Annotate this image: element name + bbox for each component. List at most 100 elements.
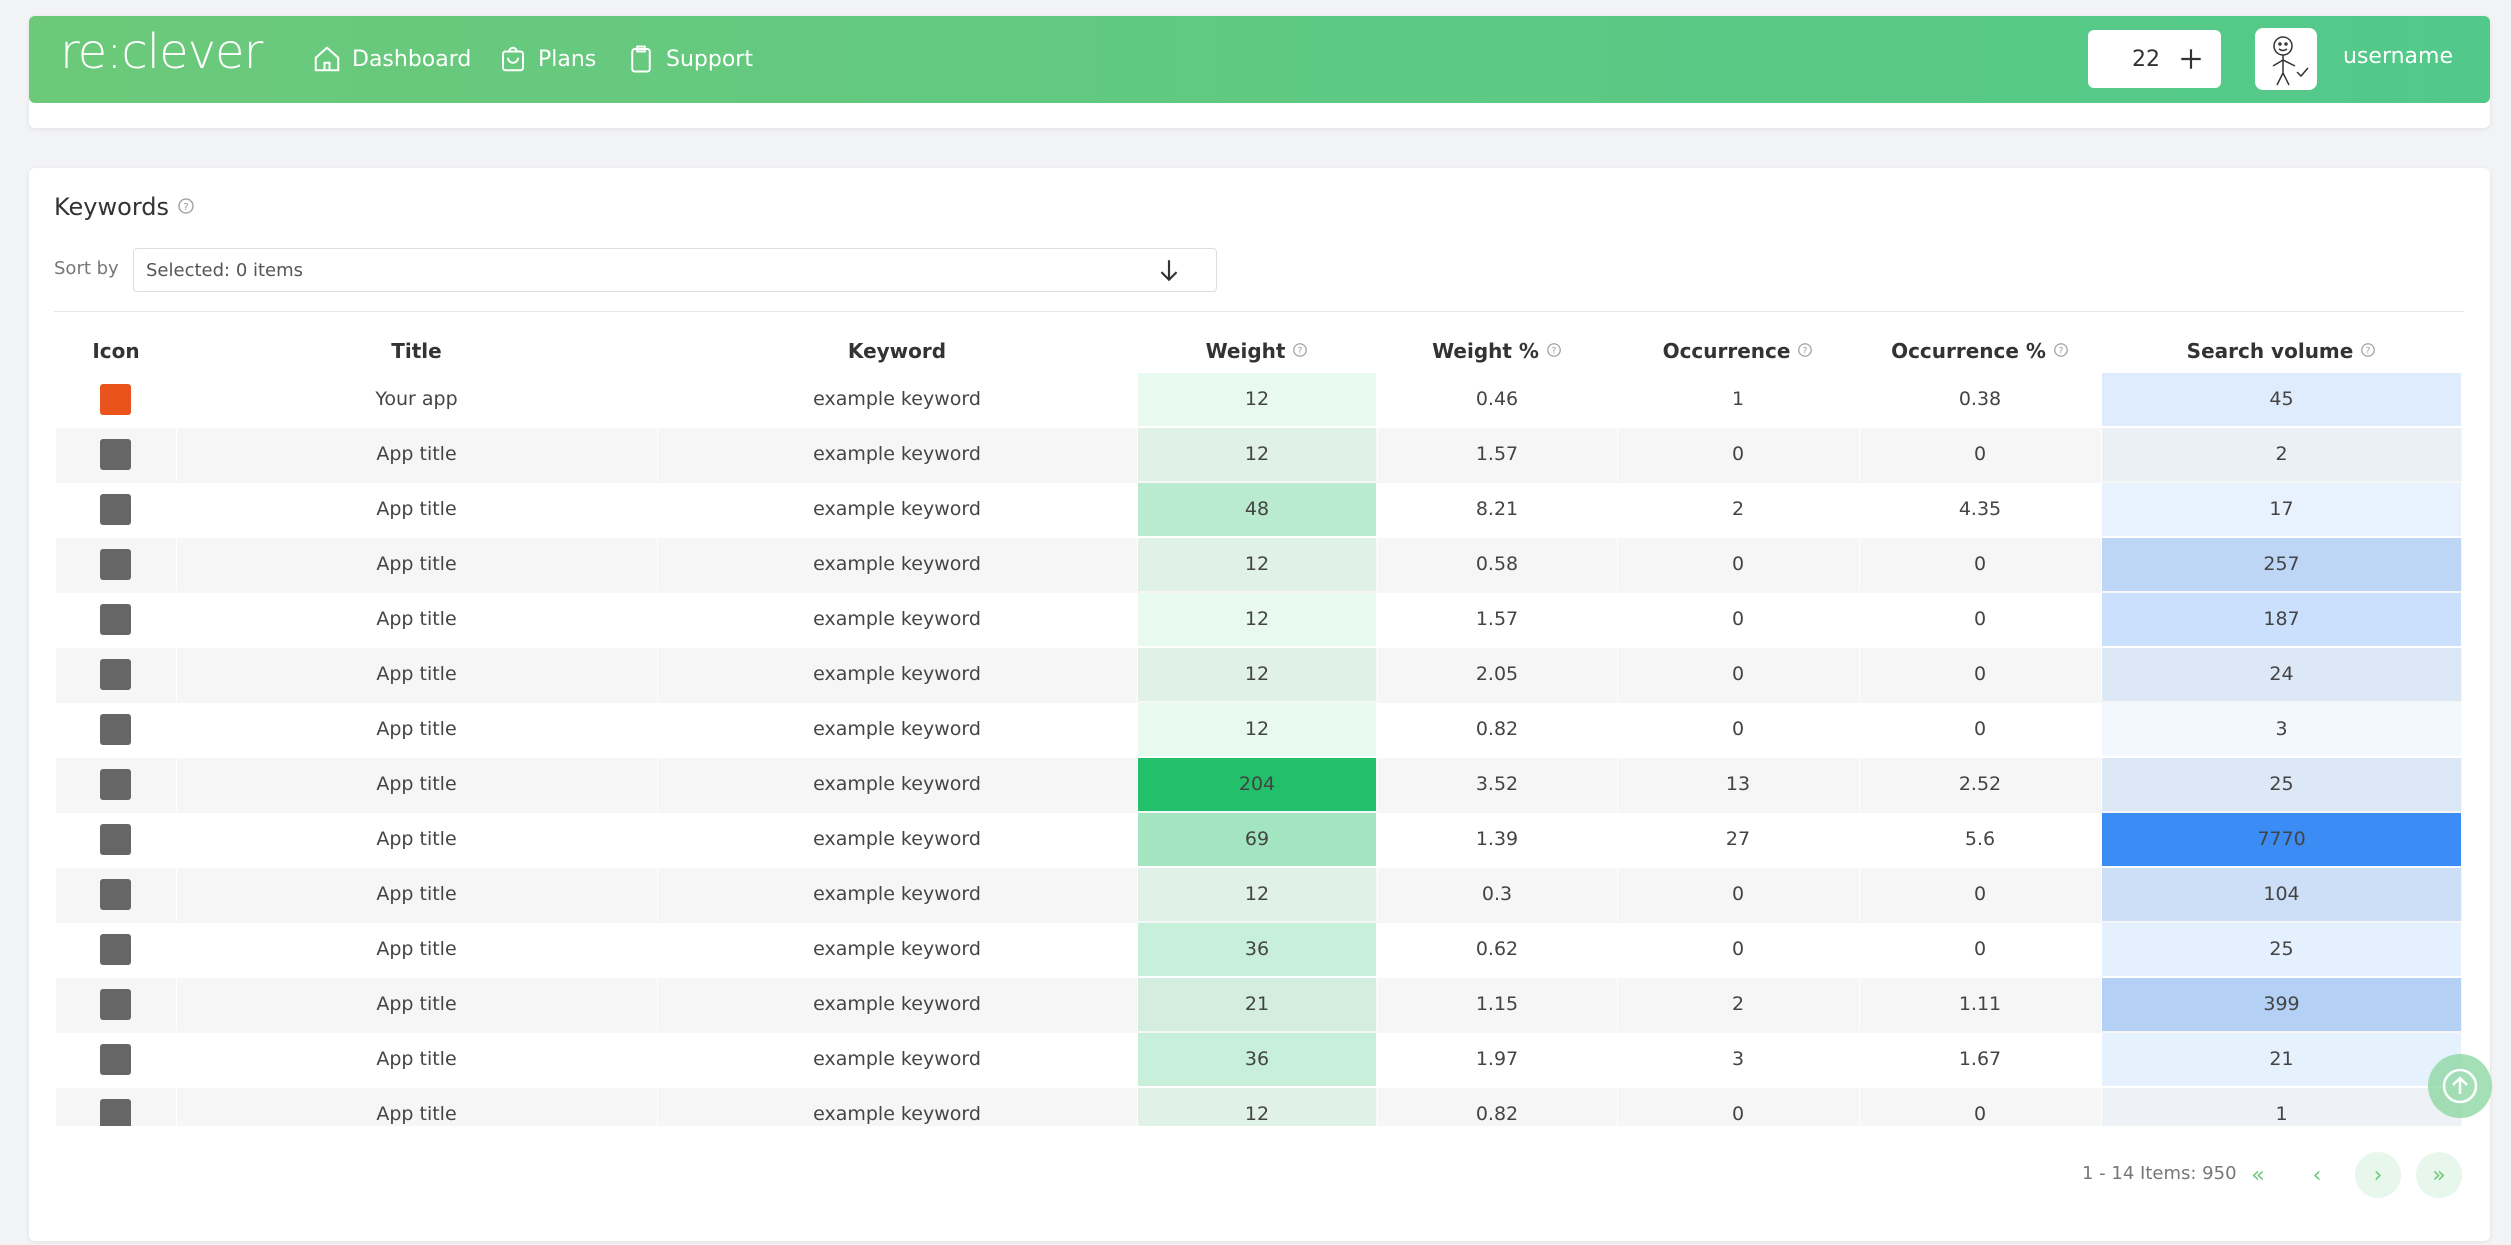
table-cell: example keyword bbox=[657, 868, 1136, 921]
table-cell: App title bbox=[176, 923, 656, 976]
table-row: App title example keyword 12 1.57 0 0 187 bbox=[56, 593, 2462, 648]
table-row: App title example keyword 12 0.3 0 0 104 bbox=[56, 868, 2462, 923]
app-icon bbox=[100, 384, 131, 415]
next-page[interactable]: › bbox=[2355, 1152, 2401, 1198]
table-cell: 2 bbox=[1617, 978, 1858, 1031]
app-icon bbox=[100, 659, 131, 690]
table-cell: 24 bbox=[2101, 648, 2461, 701]
scroll-top[interactable] bbox=[2428, 1054, 2492, 1118]
table-cell: 0 bbox=[1859, 703, 2100, 756]
table-cell: 17 bbox=[2101, 483, 2461, 536]
sort-select[interactable]: Selected: 0 items bbox=[133, 248, 1217, 292]
help-icon[interactable]: ? bbox=[177, 197, 195, 215]
table-row: App title example keyword 12 0.58 0 0 257 bbox=[56, 538, 2462, 593]
table-row: App title example keyword 204 3.52 13 2.52 25 bbox=[56, 758, 2462, 813]
table-cell: 1 bbox=[2101, 1088, 2461, 1126]
table-cell: 0.46 bbox=[1377, 373, 1616, 426]
table-cell: 1 bbox=[1617, 373, 1858, 426]
svg-text:?: ? bbox=[1552, 347, 1557, 357]
first-page[interactable]: « bbox=[2251, 1162, 2265, 1188]
column-header: Icon bbox=[56, 339, 176, 363]
credits-box[interactable]: 22 bbox=[2088, 30, 2221, 88]
app-icon bbox=[100, 989, 131, 1020]
last-page[interactable]: » bbox=[2416, 1152, 2462, 1198]
username[interactable]: username bbox=[2343, 44, 2453, 69]
help-icon[interactable]: ? bbox=[1797, 342, 1813, 358]
title-text: Keywords bbox=[54, 193, 170, 221]
app-icon bbox=[100, 934, 131, 965]
table-cell: example keyword bbox=[657, 978, 1136, 1031]
table-cell: 0 bbox=[1617, 593, 1858, 646]
column-header: Weight % ? bbox=[1377, 339, 1617, 363]
column-header: Keyword bbox=[657, 339, 1137, 363]
nav-dashboard[interactable]: Dashboard bbox=[312, 44, 471, 74]
table-cell: 7770 bbox=[2101, 813, 2461, 866]
table-cell: 12 bbox=[1137, 1088, 1376, 1126]
table-cell: 48 bbox=[1137, 483, 1376, 536]
header-text: Title bbox=[391, 339, 442, 363]
table-cell: 21 bbox=[2101, 1033, 2461, 1086]
app-icon bbox=[100, 494, 131, 525]
nav-support[interactable]: Support bbox=[626, 44, 753, 74]
table-cell: 2 bbox=[2101, 428, 2461, 481]
table-cell: 25 bbox=[2101, 758, 2461, 811]
column-header: Occurrence % ? bbox=[1859, 339, 2101, 363]
table-cell: 0.58 bbox=[1377, 538, 1616, 591]
table-cell: 2.52 bbox=[1859, 758, 2100, 811]
table-cell: App title bbox=[176, 1033, 656, 1086]
table-cell: Your app bbox=[176, 373, 656, 426]
table-cell: 0.62 bbox=[1377, 923, 1616, 976]
logo[interactable]: re:clever bbox=[60, 24, 263, 80]
table-cell: App title bbox=[176, 483, 656, 536]
table-cell: 0 bbox=[1859, 1088, 2100, 1126]
table-cell: App title bbox=[176, 428, 656, 481]
help-icon[interactable]: ? bbox=[2360, 342, 2376, 358]
items: Items: 950 bbox=[2140, 1163, 2237, 1184]
table-cell: App title bbox=[176, 593, 656, 646]
table-cell: 0 bbox=[1859, 868, 2100, 921]
divider bbox=[54, 311, 2464, 312]
help-icon[interactable]: ? bbox=[1546, 342, 1562, 358]
table-row: App title example keyword 21 1.15 2 1.11 399 bbox=[56, 978, 2462, 1033]
table-cell: 12 bbox=[1137, 868, 1376, 921]
table-cell: 0 bbox=[1617, 538, 1858, 591]
app-icon bbox=[100, 549, 131, 580]
help-icon[interactable]: ? bbox=[2053, 342, 2069, 358]
table-cell: 3 bbox=[2101, 703, 2461, 756]
table-cell: 0.38 bbox=[1859, 373, 2100, 426]
table-cell: example keyword bbox=[657, 538, 1136, 591]
prev-page[interactable]: ‹ bbox=[2312, 1162, 2322, 1188]
avatar[interactable] bbox=[2255, 28, 2317, 90]
header-text: Keyword bbox=[847, 339, 947, 363]
table-row: App title example keyword 12 2.05 0 0 24 bbox=[56, 648, 2462, 703]
table-cell: 4.35 bbox=[1859, 483, 2100, 536]
table-cell: example keyword bbox=[657, 648, 1136, 701]
table-cell: 0 bbox=[1617, 648, 1858, 701]
table-row: App title example keyword 36 0.62 0 0 25 bbox=[56, 923, 2462, 978]
table-cell: 12 bbox=[1137, 428, 1376, 481]
table-row: App title example keyword 48 8.21 2 4.35 17 bbox=[56, 483, 2462, 538]
table-cell: 0 bbox=[1859, 923, 2100, 976]
table-cell: App title bbox=[176, 1088, 656, 1126]
table-cell: 204 bbox=[1137, 758, 1376, 811]
select-placeholder: Selected: 0 items bbox=[146, 259, 304, 281]
table-cell: example keyword bbox=[657, 373, 1136, 426]
table-cell: 104 bbox=[2101, 868, 2461, 921]
table-cell: 0 bbox=[1859, 428, 2100, 481]
top-bar bbox=[29, 16, 2490, 103]
nav-plans[interactable]: Plans bbox=[498, 44, 596, 74]
table-cell: example keyword bbox=[657, 758, 1136, 811]
column-header: Weight ? bbox=[1137, 339, 1377, 363]
svg-text:?: ? bbox=[2366, 347, 2371, 357]
pagination-info: 1 - 14 Items: 950 bbox=[2082, 1163, 2237, 1184]
table-cell: 1.57 bbox=[1377, 428, 1616, 481]
table-cell: 0 bbox=[1617, 428, 1858, 481]
table-cell: example keyword bbox=[657, 703, 1136, 756]
svg-text:?: ? bbox=[2059, 347, 2064, 357]
app-icon bbox=[100, 714, 131, 745]
table-cell: 0 bbox=[1859, 648, 2100, 701]
help-icon[interactable]: ? bbox=[1292, 342, 1308, 358]
section-title: Keywords ? bbox=[54, 193, 195, 221]
table-cell: 27 bbox=[1617, 813, 1858, 866]
